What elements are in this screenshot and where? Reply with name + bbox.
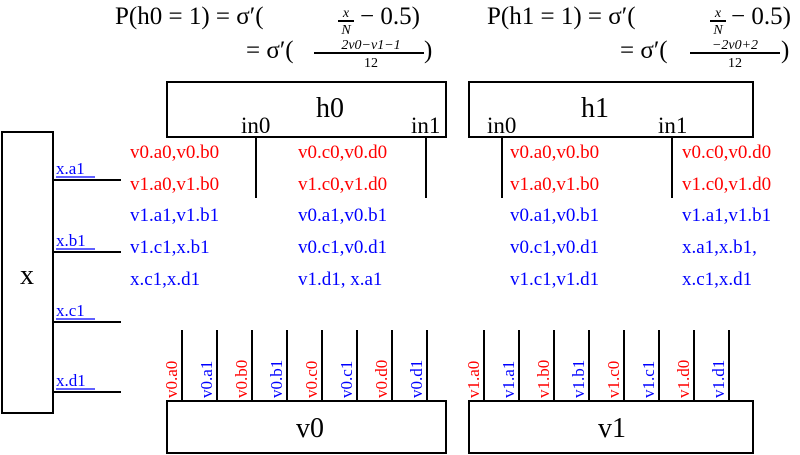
- v1-output-label: v1.d0: [674, 360, 693, 398]
- h0-block: h0 in0 in1: [166, 81, 447, 198]
- v1-output-label: v1.a0: [464, 361, 483, 398]
- h1-equation: P(h1 = 1) = σ′( x N − 0.5) = σ′( −2v0+2 …: [487, 3, 791, 71]
- x-output-list: x.a1 x.b1 x.c1 x.d1: [53, 159, 121, 393]
- h0-box: [166, 81, 447, 138]
- h1-eq-frac1-den: N: [712, 23, 723, 38]
- h0-in0-token: v0.a0,v0.b0: [130, 142, 219, 163]
- h1-eq-line1: P(h1 = 1) = σ′(: [487, 3, 636, 30]
- h0-eq-frac1-den: N: [340, 23, 351, 38]
- h0-eq-line1-tail: − 0.5): [360, 3, 420, 30]
- x-label: x: [20, 260, 34, 291]
- h1-eq-frac1-num: x: [714, 6, 722, 21]
- v0-box: [166, 400, 447, 454]
- x-output-label: x.b1: [56, 231, 86, 250]
- h1-in0-token-list: v0.a0,v0.b0 v1.a0,v1.b0 v0.a1,v0.b1 v0.c1,v…: [510, 142, 599, 290]
- h0-eq-frac2-num: 2v0−v1−1: [341, 38, 400, 53]
- h1-port-in0: in0: [487, 113, 516, 138]
- h1-label: h1: [581, 93, 609, 124]
- v1-output-label: v1.c0: [604, 361, 623, 398]
- h0-port-in0: in0: [241, 113, 270, 138]
- v0-output-label: v0.c1: [337, 361, 356, 398]
- h0-in1-token: v0.a1,v0.b1: [298, 205, 387, 226]
- h1-port-in1: in1: [658, 113, 687, 138]
- h1-in0-token: v1.c1,v1.d1: [510, 269, 599, 290]
- v1-output-label: v1.d1: [709, 360, 728, 398]
- h1-in0-token: v0.c1,v0.d1: [510, 237, 599, 258]
- v0-output-label: v0.d1: [407, 360, 426, 398]
- v0-output-label: v0.a1: [197, 361, 216, 398]
- v1-box: [468, 400, 754, 454]
- x-box: [1, 131, 54, 414]
- h0-in1-token-list: v0.c0,v0.d0 v1.c0,v1.d0 v0.a1,v0.b1 v0.c1,v…: [298, 142, 387, 290]
- v0-output-list: v0.a0 v0.a1 v0.b0 v0.b1 v0.c0 v0.c1 v0.d0 v0.d1: [162, 330, 428, 401]
- h1-eq-line2-tail: ): [781, 37, 789, 64]
- h0-in1-token: v0.c0,v0.d0: [298, 142, 387, 163]
- v0-block: v0: [166, 400, 447, 454]
- h1-eq-line2: = σ′(: [620, 37, 668, 64]
- h1-in1-token: v1.a1,v1.b1: [682, 205, 771, 226]
- v0-output-label: v0.d0: [372, 360, 391, 398]
- h1-in1-token: x.c1,x.d1: [682, 269, 752, 290]
- h0-in0-token: x.c1,x.d1: [130, 269, 200, 290]
- h0-port-in1: in1: [411, 113, 440, 138]
- h0-in1-token: v1.d1, x.a1: [298, 269, 382, 290]
- h1-in1-token: v1.c0,v1.d0: [682, 174, 771, 195]
- h1-eq-frac2-num: −2v0+2: [712, 38, 758, 53]
- h0-in1-token: v1.c0,v1.d0: [298, 174, 387, 195]
- h0-eq-line2: = σ′(: [246, 37, 294, 64]
- h1-in0-token: v0.a0,v0.b0: [510, 142, 599, 163]
- h1-in1-token-list: v0.c0,v0.d0 v1.c0,v1.d0 v1.a1,v1.b1 x.a1,x.…: [682, 142, 771, 290]
- x-block: x: [1, 131, 54, 414]
- h1-block: h1 in0 in1: [468, 81, 754, 198]
- v1-block: v1: [468, 400, 754, 454]
- h1-eq-line1-tail: − 0.5): [731, 3, 791, 30]
- h0-in0-token: v1.a0,v1.b0: [130, 174, 219, 195]
- h1-in1-token: x.a1,x.b1,: [682, 237, 757, 258]
- h0-in0-token-list: v0.a0,v0.b0 v1.a0,v1.b0 v1.a1,v1.b1 v1.c1,x…: [130, 142, 219, 290]
- v0-output-label: v0.a0: [162, 361, 181, 398]
- v0-output-label: v0.c0: [302, 361, 321, 398]
- h1-in0-token: v1.a0,v1.b0: [510, 174, 599, 195]
- h0-eq-line1: P(h0 = 1) = σ′(: [115, 3, 264, 30]
- h0-in1-token: v0.c1,v0.d1: [298, 237, 387, 258]
- h1-in0-token: v0.a1,v0.b1: [510, 205, 599, 226]
- x-output-label: x.d1: [56, 371, 86, 390]
- v1-output-label: v1.a1: [499, 361, 518, 398]
- v0-output-label: v0.b1: [267, 360, 286, 398]
- v0-label: v0: [296, 413, 324, 444]
- x-output-label: x.a1: [56, 159, 85, 178]
- h0-in0-token: v1.a1,v1.b1: [130, 205, 219, 226]
- h0-label: h0: [316, 93, 344, 124]
- h1-in1-token: v0.c0,v0.d0: [682, 142, 771, 163]
- h0-in0-token: v1.c1,x.b1: [130, 237, 210, 258]
- v1-label: v1: [598, 413, 626, 444]
- v1-output-label: v1.c1: [639, 361, 658, 398]
- h1-box: [468, 81, 754, 138]
- h0-eq-frac2-den: 12: [364, 56, 378, 71]
- v1-output-list: v1.a0 v1.a1 v1.b0 v1.b1 v1.c0 v1.c1 v1.d0 v1.d1: [464, 330, 730, 401]
- x-output-label: x.c1: [56, 301, 85, 320]
- v1-output-label: v1.b1: [569, 360, 588, 398]
- h1-eq-frac2-den: 12: [728, 56, 742, 71]
- v1-output-label: v1.b0: [534, 360, 553, 398]
- h0-eq-frac1-num: x: [342, 6, 350, 21]
- h0-equation: P(h0 = 1) = σ′( x N − 0.5) = σ′( 2v0−v1−…: [115, 3, 432, 71]
- h0-eq-line2-tail: ): [424, 37, 432, 64]
- v0-output-label: v0.b0: [232, 360, 251, 398]
